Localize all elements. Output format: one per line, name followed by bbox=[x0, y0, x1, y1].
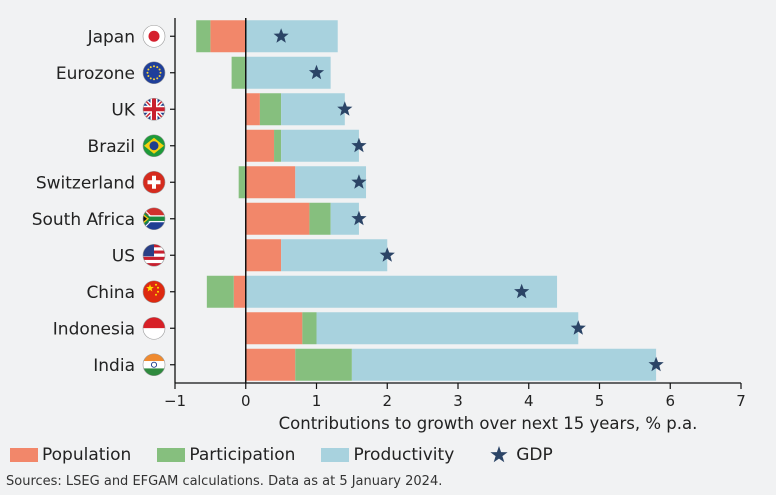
category-label: UK bbox=[111, 100, 135, 120]
category-label: Switzerland bbox=[36, 173, 135, 193]
bar-population-switzerland bbox=[245, 166, 296, 199]
x-tick-label: 6 bbox=[665, 392, 675, 410]
bar-population-china bbox=[233, 275, 246, 308]
legend-item-participation: Participation bbox=[157, 445, 295, 465]
bar-productivity-us bbox=[281, 239, 388, 272]
category-label: US bbox=[112, 246, 135, 266]
bar-population-south-africa bbox=[245, 202, 310, 235]
x-axis-title: Contributions to growth over next 15 yea… bbox=[279, 414, 698, 433]
x-tick-label: 7 bbox=[736, 392, 746, 410]
x-tick-label: 3 bbox=[453, 392, 463, 410]
bar-population-uk bbox=[245, 93, 260, 126]
bar-participation-brazil bbox=[274, 129, 282, 162]
gdp-star-brazil bbox=[351, 137, 367, 153]
x-tick-label: −1 bbox=[164, 392, 186, 410]
bar-participation-eurozone bbox=[231, 56, 246, 89]
star-icon bbox=[490, 446, 508, 463]
bar-productivity-india bbox=[351, 348, 657, 381]
gdp-star-indonesia bbox=[570, 320, 586, 335]
x-tick-label: 5 bbox=[595, 392, 605, 410]
legend-swatch-productivity bbox=[321, 448, 350, 462]
switzerland-flag-icon bbox=[142, 170, 166, 194]
category-label: South Africa bbox=[32, 210, 135, 230]
legend-item-gdp: GDP bbox=[480, 445, 553, 465]
bar-participation-uk bbox=[259, 93, 282, 126]
south-africa-flag-icon bbox=[142, 207, 166, 231]
india-flag-icon bbox=[142, 353, 166, 377]
source-note: Sources: LSEG and EFGAM calculations. Da… bbox=[6, 474, 443, 489]
gdp-star-india bbox=[648, 356, 664, 372]
bar-population-indonesia bbox=[245, 312, 303, 345]
category-label: Eurozone bbox=[56, 64, 135, 84]
china-flag-icon bbox=[142, 280, 166, 304]
legend-label-gdp: GDP bbox=[516, 445, 553, 465]
gdp-star-south-africa bbox=[351, 210, 367, 226]
category-label: Japan bbox=[87, 27, 135, 47]
gdp-star-eurozone bbox=[308, 64, 325, 80]
bar-productivity-indonesia bbox=[316, 312, 579, 345]
bar-participation-south-africa bbox=[309, 202, 331, 235]
legend-swatch-participation bbox=[157, 448, 186, 462]
x-tick-label: 2 bbox=[382, 392, 392, 410]
bar-productivity-japan bbox=[245, 20, 338, 53]
gdp-star-switzerland bbox=[351, 174, 367, 189]
legend-item-productivity: Productivity bbox=[321, 445, 454, 465]
bar-participation-china bbox=[206, 275, 234, 308]
bar-participation-switzerland bbox=[238, 166, 246, 199]
bar-productivity-china bbox=[245, 275, 558, 308]
indonesia-flag-icon bbox=[142, 316, 166, 340]
category-label: Brazil bbox=[88, 137, 135, 157]
bar-productivity-south-africa bbox=[330, 202, 359, 235]
x-tick-label: 1 bbox=[312, 392, 322, 410]
gdp-star-us bbox=[379, 247, 395, 262]
bar-population-us bbox=[245, 239, 282, 272]
japan-flag-icon bbox=[142, 24, 166, 48]
bar-participation-india bbox=[295, 348, 352, 381]
bar-population-brazil bbox=[245, 129, 275, 162]
bar-participation-indonesia bbox=[302, 312, 317, 345]
category-label: China bbox=[86, 283, 135, 303]
gdp-star-japan bbox=[273, 28, 289, 43]
gdp-star-uk bbox=[337, 101, 353, 116]
bar-productivity-switzerland bbox=[295, 166, 367, 199]
gdp-star-china bbox=[514, 283, 530, 299]
bar-population-japan bbox=[210, 20, 246, 53]
uk-flag-icon bbox=[142, 97, 166, 121]
bar-productivity-uk bbox=[281, 93, 345, 126]
us-flag-icon bbox=[142, 243, 166, 267]
legend-label-productivity: Productivity bbox=[353, 445, 455, 465]
eurozone-flag-icon bbox=[142, 61, 166, 85]
x-tick-label: 4 bbox=[524, 392, 534, 410]
legend: Population Participation Productivity GD… bbox=[10, 445, 579, 465]
legend-label-participation: Participation bbox=[189, 445, 296, 465]
category-label: Indonesia bbox=[53, 319, 135, 339]
legend-swatch-population bbox=[10, 448, 38, 462]
legend-label-population: Population bbox=[42, 445, 132, 465]
brazil-flag-icon bbox=[142, 134, 166, 158]
bar-productivity-brazil bbox=[281, 129, 359, 162]
bar-participation-japan bbox=[196, 20, 211, 53]
chart: Japan Eurozone UK Brazil Switzerland South Af… bbox=[32, 18, 746, 433]
legend-item-population: Population bbox=[10, 445, 131, 465]
bar-population-india bbox=[245, 348, 296, 381]
category-label: India bbox=[93, 356, 135, 376]
x-tick-label: 0 bbox=[241, 392, 251, 410]
